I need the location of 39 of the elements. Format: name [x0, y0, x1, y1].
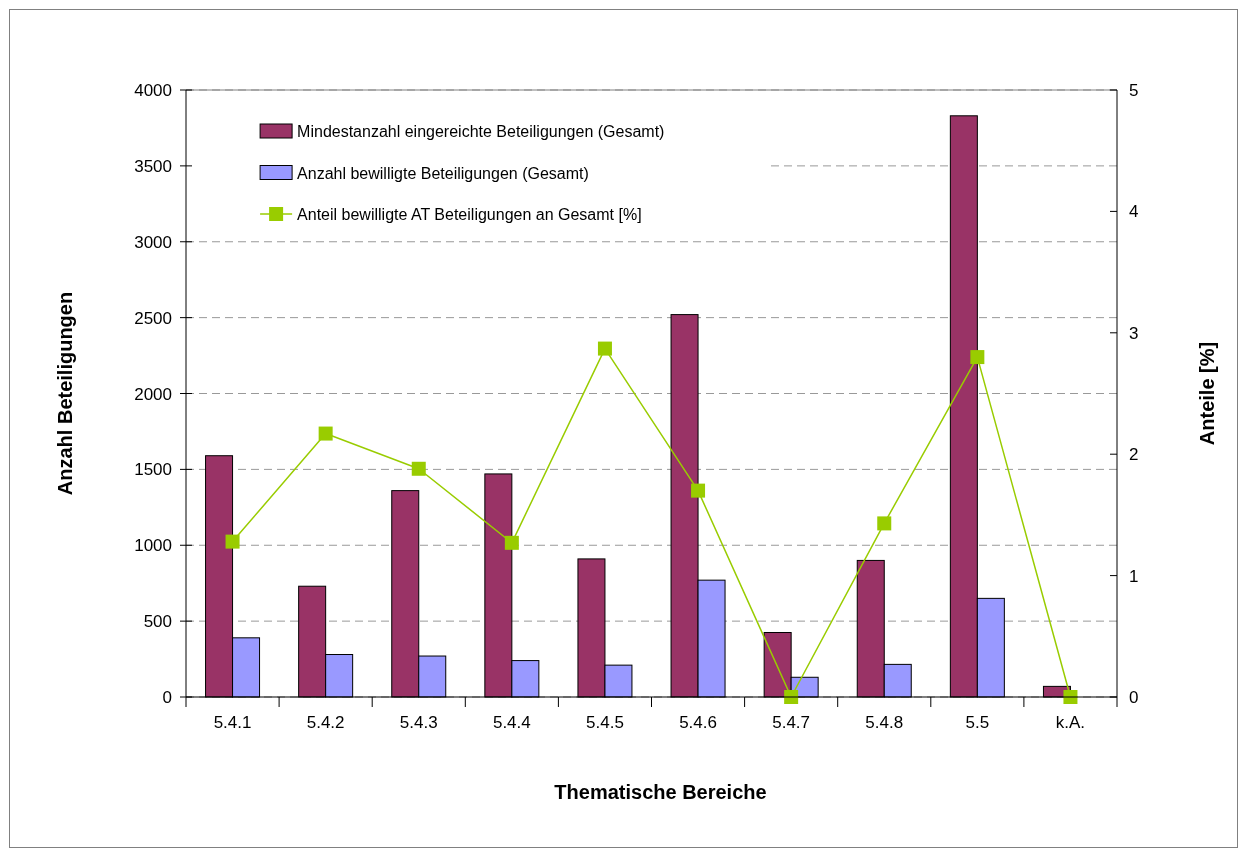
x-tick-label: 5.4.8 — [865, 713, 904, 732]
y2-tick-label: 4 — [1129, 202, 1139, 222]
x-tick-label: 5.4.6 — [679, 713, 717, 732]
point — [225, 534, 240, 549]
y2-tick-label: 3 — [1129, 323, 1139, 343]
y-tick-label: 1500 — [134, 460, 172, 480]
point — [411, 461, 426, 476]
point — [597, 341, 612, 356]
y-tick-label: 1000 — [134, 536, 172, 556]
y-tick-label: 3500 — [134, 156, 172, 176]
legend-label: Anteil bewilligte AT Beteiligungen an Gesamt [%] — [297, 206, 642, 223]
point — [504, 535, 519, 550]
x-tick-label: 5.4.4 — [492, 713, 531, 732]
y-tick-label: 500 — [143, 612, 172, 632]
x-tick-label: 5.4.1 — [213, 713, 252, 732]
x-tick-label: 5.4.2 — [306, 713, 345, 732]
point — [970, 350, 985, 365]
x-tick-label: 5.4.7 — [772, 713, 811, 732]
y-tick-label: 3000 — [134, 232, 172, 252]
y2-axis-title: Anteile [%] — [1196, 341, 1218, 446]
y-tick-label: 2500 — [134, 308, 172, 328]
point — [877, 516, 892, 531]
y2-tick-label: 5 — [1129, 81, 1139, 100]
y-tick-label: 0 — [162, 688, 172, 707]
legend-label: Mindestanzahl eingereichte Beteiligungen (Gesamt) — [297, 123, 665, 140]
y-tick-label: 2000 — [134, 384, 172, 404]
y2-tick-label: 1 — [1129, 566, 1139, 586]
point — [318, 426, 333, 441]
y2-tick-label: 0 — [1129, 688, 1139, 707]
x-tick-label: k.A. — [1055, 713, 1086, 732]
x-tick-label: 5.4.5 — [586, 713, 624, 732]
x-axis-title: Thematische Bereiche — [554, 781, 767, 803]
x-tick-label: 5.4.3 — [399, 713, 438, 732]
legend-label: Anzahl bewilligte Beteiligungen (Gesamt) — [297, 164, 589, 182]
point — [691, 483, 706, 498]
y2-tick-label: 2 — [1129, 445, 1139, 465]
x-tick-label: 5.5 — [965, 713, 990, 732]
y-axis-title: Anzahl Beteiligungen — [54, 291, 76, 496]
y-tick-label: 4000 — [134, 81, 172, 100]
